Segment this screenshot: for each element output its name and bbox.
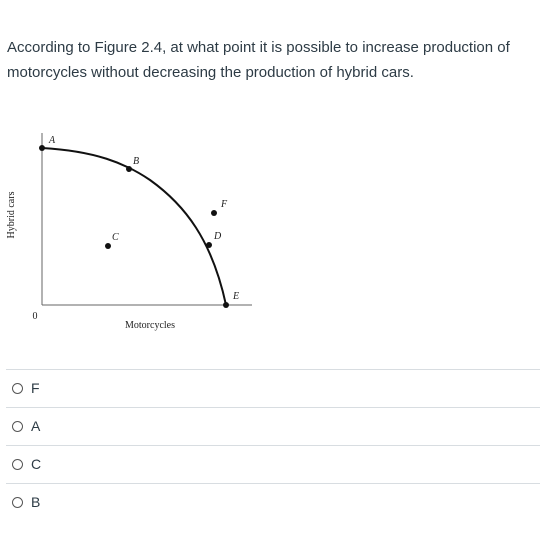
radio-button[interactable]: [12, 383, 23, 394]
point: [126, 166, 132, 172]
answer-option[interactable]: C: [6, 445, 540, 484]
x-axis-label: Motorcycles: [125, 320, 175, 331]
radio-button[interactable]: [12, 497, 23, 508]
option-label[interactable]: B: [31, 494, 41, 510]
point-label: F: [220, 199, 228, 210]
point-label: D: [213, 231, 222, 242]
option-label[interactable]: F: [31, 380, 40, 396]
answer-option[interactable]: A: [6, 407, 540, 446]
y-axis-label: Hybrid cars: [6, 191, 17, 238]
question: According to Figure 2.4, at what point i…: [7, 39, 510, 81]
option-label[interactable]: C: [31, 456, 42, 472]
point: [206, 242, 212, 248]
answer-option[interactable]: B: [6, 483, 540, 522]
origin-label: 0: [33, 311, 38, 322]
answer-option[interactable]: F: [6, 369, 540, 408]
option-label[interactable]: A: [31, 418, 41, 434]
figure: Hybrid cars Motorcycles 0 A B C D E F: [6, 133, 252, 331]
point-label: B: [133, 156, 139, 167]
radio-button[interactable]: [12, 459, 23, 470]
point: [211, 210, 217, 216]
radio-button[interactable]: [12, 421, 23, 432]
point-label: E: [232, 291, 239, 302]
point: [105, 243, 111, 249]
point: [39, 145, 45, 151]
point-label: A: [48, 135, 56, 146]
point: [223, 302, 229, 308]
ppf-curve: [41, 147, 227, 306]
point-label: C: [112, 232, 119, 243]
